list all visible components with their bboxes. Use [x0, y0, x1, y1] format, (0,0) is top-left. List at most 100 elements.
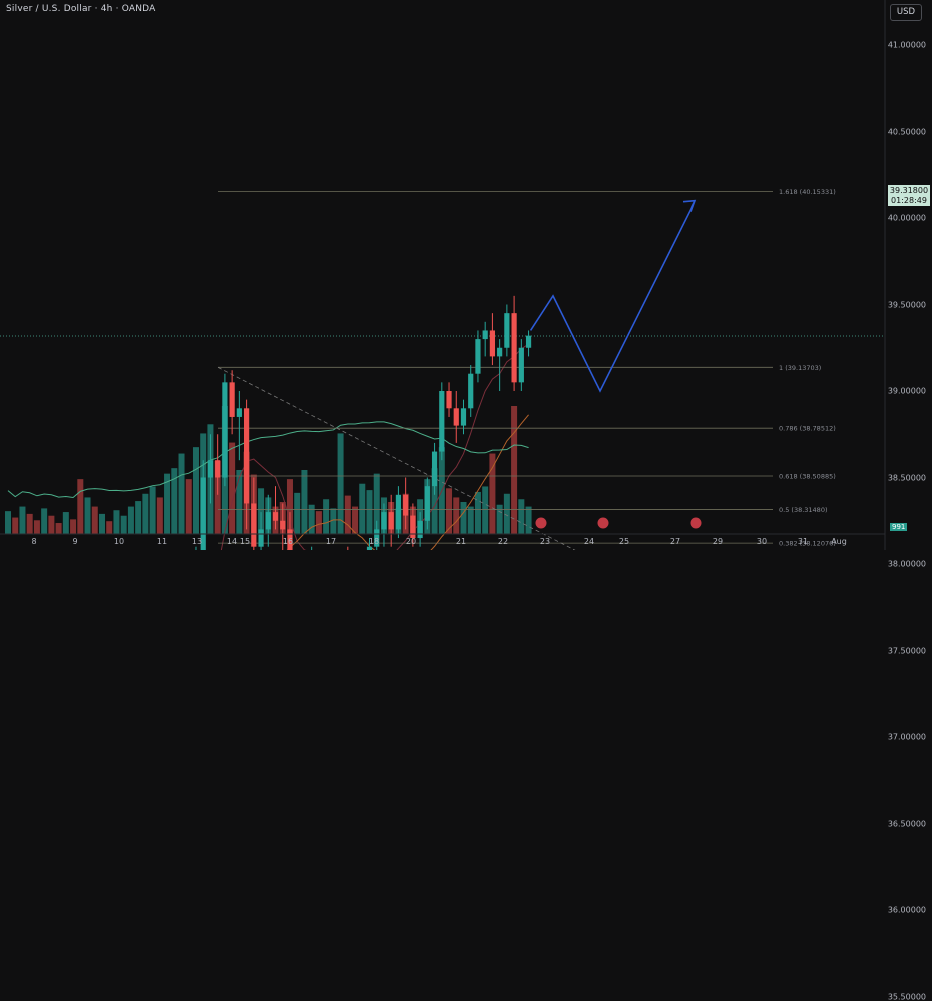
candle — [511, 295, 517, 391]
fib-level-label: 1 (39.13703) — [779, 364, 821, 372]
volume-bar — [308, 504, 315, 534]
volume-bar — [149, 486, 156, 534]
price-tick-label: 37.00000 — [887, 732, 926, 742]
price-tick-label: 36.00000 — [887, 905, 926, 915]
candle-body — [431, 451, 438, 487]
time-tick-label: 22 — [497, 537, 509, 546]
candle — [410, 503, 416, 547]
candle-body — [468, 373, 474, 409]
time-tick-label: 16 — [282, 537, 294, 546]
time-tick-label: 11 — [156, 537, 168, 546]
candle-body — [207, 460, 214, 478]
candle-body — [518, 347, 524, 383]
candle — [280, 503, 286, 550]
time-tick-label: 18 — [368, 537, 380, 546]
volume-bar — [330, 508, 337, 534]
candle-body — [243, 408, 250, 504]
volume-bar — [301, 470, 308, 534]
volume-bar — [323, 499, 330, 534]
volume-bar — [185, 479, 192, 534]
volume-bar — [236, 470, 243, 534]
candle-body — [287, 529, 293, 550]
candle — [374, 520, 380, 550]
candle-body — [215, 460, 221, 478]
candle-body — [280, 520, 286, 530]
volume-bar — [106, 521, 113, 534]
candle — [243, 399, 250, 530]
candle — [229, 370, 235, 435]
candle — [207, 434, 214, 504]
candle-body — [229, 382, 235, 417]
volume-bar — [337, 433, 344, 534]
lightning-icon[interactable] — [535, 517, 547, 529]
volume-bar — [258, 488, 265, 534]
candle-body — [388, 512, 394, 530]
volume-bar — [135, 501, 142, 534]
price-tick-label: 35.50000 — [887, 992, 926, 1001]
fib-level-label: 0.382 (38.12076) — [779, 540, 836, 548]
price-tick-label: 39.50000 — [887, 300, 926, 309]
candle-body — [366, 546, 373, 550]
volume-bar — [373, 473, 380, 534]
calendar-flag-icon[interactable] — [597, 517, 609, 529]
candle — [439, 382, 445, 461]
volume-bar — [178, 453, 185, 534]
candle-body — [453, 408, 459, 426]
candle — [525, 330, 532, 357]
candle — [395, 486, 402, 539]
volume-bar — [359, 483, 366, 534]
candle-body — [395, 494, 402, 530]
volume-bar — [192, 447, 199, 534]
candle-body — [222, 382, 228, 478]
volume-bar — [41, 508, 48, 534]
currency-button[interactable]: USD — [890, 4, 922, 21]
candle — [272, 486, 279, 530]
candle — [222, 373, 228, 487]
countdown-timer: 01:28:49 — [891, 196, 927, 205]
candle-body — [381, 512, 387, 530]
time-tick-label: 20 — [405, 537, 417, 546]
price-tick-label: 36.50000 — [887, 819, 926, 828]
volume-bar — [156, 497, 163, 534]
candle-body — [251, 503, 257, 547]
forecast-arrow-head — [682, 199, 697, 212]
time-tick-label: 17 — [325, 537, 337, 546]
time-tick-label: 14 — [226, 537, 238, 546]
candle-body — [460, 408, 467, 426]
candle — [446, 382, 452, 417]
candle-body — [403, 494, 409, 516]
volume-bar — [91, 506, 98, 534]
candle-body — [374, 529, 380, 547]
price-tick-label: 38.50000 — [887, 473, 926, 482]
ma-long-line — [286, 414, 529, 550]
candle-body — [504, 313, 510, 348]
candle — [424, 477, 430, 530]
fib-level-label: 0.618 (38.50885) — [779, 472, 836, 480]
time-tick-label: 10 — [113, 537, 125, 546]
volume-bar — [113, 510, 120, 534]
current-price-tag: 39.31800 01:28:49 — [888, 185, 930, 206]
volume-bar — [518, 499, 525, 534]
fib-level-label: 1.618 (40.15331) — [779, 188, 836, 196]
candle — [381, 503, 387, 547]
candle — [403, 477, 409, 530]
candle — [417, 512, 423, 547]
ma-short-line — [220, 343, 529, 550]
volume-bar — [489, 453, 496, 534]
fib-level-label: 0.5 (38.31480) — [779, 506, 828, 514]
price-tick-label: 41.00000 — [887, 40, 926, 50]
price-chart[interactable]: 1.618 (40.15331) 1 (39.13703) 0.786 (38.78… — [0, 0, 932, 550]
volume-bar — [70, 519, 77, 534]
candle — [482, 321, 488, 357]
volume-bar — [474, 491, 481, 534]
candle — [518, 339, 524, 391]
calendar-flag-icon[interactable] — [690, 517, 702, 529]
fib-trend-line — [217, 366, 576, 550]
volume-bar — [496, 504, 503, 534]
candle-body — [439, 391, 445, 452]
time-tick-label: 15 — [239, 537, 251, 546]
volume-bar — [5, 511, 11, 534]
volume-bar — [12, 517, 19, 534]
fib-level-label: 0.786 (38.78512) — [779, 425, 836, 433]
candle-body — [446, 391, 452, 409]
